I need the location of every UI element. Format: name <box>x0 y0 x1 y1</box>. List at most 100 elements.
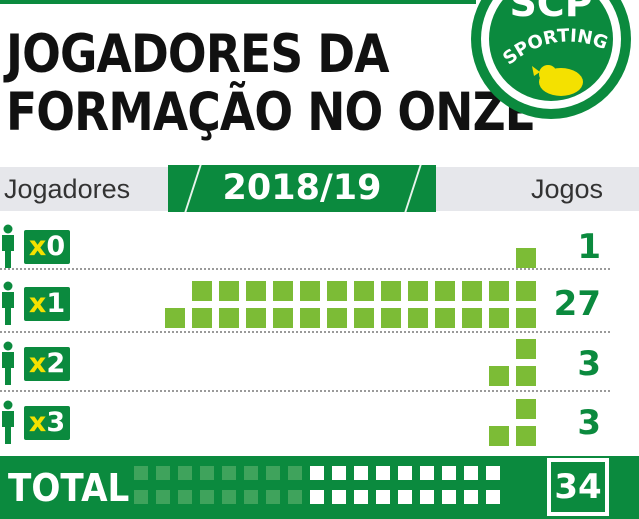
total-square <box>332 466 346 480</box>
total-square <box>156 466 170 480</box>
game-square <box>354 281 374 301</box>
games-value: 27 <box>553 284 601 324</box>
total-square <box>200 490 214 504</box>
total-square <box>156 490 170 504</box>
game-square <box>327 281 347 301</box>
badge-multiplier: x <box>28 348 47 379</box>
badge-multiplier: x <box>28 231 47 262</box>
total-square <box>266 490 280 504</box>
game-square <box>516 399 536 419</box>
chart-title: JOGADORES DA FORMAÇÃO NO ONZE <box>6 24 536 143</box>
total-label: TOTAL <box>8 466 130 510</box>
title-line-2: FORMAÇÃO NO ONZE <box>6 82 536 143</box>
total-square <box>442 466 456 480</box>
total-square <box>398 466 412 480</box>
season-banner: 2018/19 <box>168 165 436 212</box>
game-square <box>165 308 185 328</box>
total-square <box>310 490 324 504</box>
game-square <box>300 308 320 328</box>
total-square <box>244 466 258 480</box>
total-square <box>266 466 280 480</box>
badge-players-count: 3 <box>46 407 66 438</box>
total-square <box>178 490 192 504</box>
games-value: 3 <box>577 403 601 443</box>
game-square <box>300 281 320 301</box>
total-square <box>420 466 434 480</box>
total-square <box>332 490 346 504</box>
total-square <box>354 466 368 480</box>
game-square <box>516 281 536 301</box>
total-box <box>551 462 605 512</box>
game-square <box>489 366 509 386</box>
game-square <box>219 308 239 328</box>
games-value: 1 <box>577 227 601 267</box>
total-square <box>398 490 412 504</box>
badge-players-count: 2 <box>46 348 66 379</box>
game-square <box>327 308 347 328</box>
total-square <box>134 490 148 504</box>
total-square <box>288 466 302 480</box>
total-square <box>288 490 302 504</box>
game-square <box>489 281 509 301</box>
total-square <box>420 490 434 504</box>
total-square <box>222 466 236 480</box>
total-square <box>442 490 456 504</box>
games-value: 3 <box>577 344 601 384</box>
game-square <box>219 281 239 301</box>
total-square <box>486 466 500 480</box>
total-square <box>310 466 324 480</box>
title-line-1: JOGADORES DA <box>6 24 390 85</box>
game-square <box>273 308 293 328</box>
header-games-label: Jogos <box>530 174 603 204</box>
top-rule <box>0 0 476 4</box>
game-square <box>435 308 455 328</box>
player-icon <box>2 400 14 444</box>
total-square <box>376 490 390 504</box>
row-divider <box>0 331 610 333</box>
game-square <box>273 281 293 301</box>
players-badge: x0 <box>24 230 70 264</box>
game-square <box>192 308 212 328</box>
badge-players-count: 1 <box>46 288 66 319</box>
player-icon <box>2 281 14 325</box>
game-square <box>381 308 401 328</box>
sporting-logo: SCP SPORTING <box>471 0 631 119</box>
game-square <box>516 426 536 446</box>
player-icon <box>2 341 14 385</box>
total-square <box>244 490 258 504</box>
game-square <box>354 308 374 328</box>
lion-crest-icon <box>532 65 583 96</box>
total-square <box>486 490 500 504</box>
logo-top-text: SCP <box>509 0 592 25</box>
total-square <box>200 466 214 480</box>
badge-players-count: 0 <box>46 231 66 262</box>
game-square <box>516 308 536 328</box>
season-label: 2018/19 <box>222 168 382 208</box>
game-square <box>435 281 455 301</box>
badge-multiplier: x <box>28 407 47 438</box>
row-divider <box>0 268 610 270</box>
game-square <box>408 281 428 301</box>
total-square <box>134 466 148 480</box>
row-divider <box>0 390 610 392</box>
total-square <box>178 466 192 480</box>
game-square <box>462 308 482 328</box>
game-square <box>192 281 212 301</box>
game-square <box>408 308 428 328</box>
header-players-label: Jogadores <box>4 174 131 204</box>
game-square <box>246 308 266 328</box>
players-badge: x2 <box>24 347 70 381</box>
game-square <box>516 366 536 386</box>
total-square <box>354 490 368 504</box>
game-square <box>516 248 536 268</box>
players-badge: x1 <box>24 287 70 321</box>
player-icon <box>2 224 14 268</box>
game-square <box>489 308 509 328</box>
game-square <box>489 426 509 446</box>
total-square <box>464 490 478 504</box>
players-badge: x3 <box>24 406 70 440</box>
badge-multiplier: x <box>28 288 47 319</box>
total-square <box>376 466 390 480</box>
total-square <box>222 490 236 504</box>
